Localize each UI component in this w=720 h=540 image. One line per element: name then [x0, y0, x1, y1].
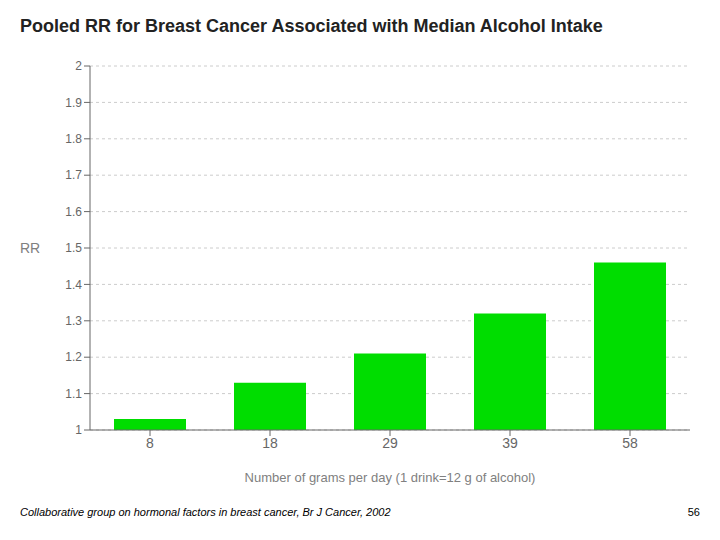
svg-text:1.3: 1.3: [65, 314, 82, 328]
svg-text:1.9: 1.9: [65, 96, 82, 110]
html-text:56: 56: [687, 506, 700, 518]
svg-text:RR: RR: [20, 240, 40, 256]
svg-text:2: 2: [75, 59, 82, 73]
svg-text:58: 58: [622, 435, 638, 451]
svg-text:18: 18: [262, 435, 278, 451]
svg-text:39: 39: [502, 435, 518, 451]
svg-text:1.7: 1.7: [65, 168, 82, 182]
svg-text:1.1: 1.1: [65, 387, 82, 401]
html-text:Collaborative group on hormona: Collaborative group on hormonal factors …: [20, 506, 391, 518]
svg-text:8: 8: [146, 435, 154, 451]
html-text:Pooled RR for Breast Cancer As: Pooled RR for Breast Cancer Associated w…: [20, 16, 603, 36]
svg-text:1.8: 1.8: [65, 132, 82, 146]
svg-text:29: 29: [382, 435, 398, 451]
svg-text:1.5: 1.5: [65, 241, 82, 255]
svg-text:1.6: 1.6: [65, 205, 82, 219]
svg-text:Number of grams per day (1 dri: Number of grams per day (1 drink=12 g of…: [245, 470, 536, 485]
svg-text:1: 1: [75, 423, 82, 437]
svg-text:1.4: 1.4: [65, 278, 82, 292]
svg-text:1.2: 1.2: [65, 350, 82, 364]
